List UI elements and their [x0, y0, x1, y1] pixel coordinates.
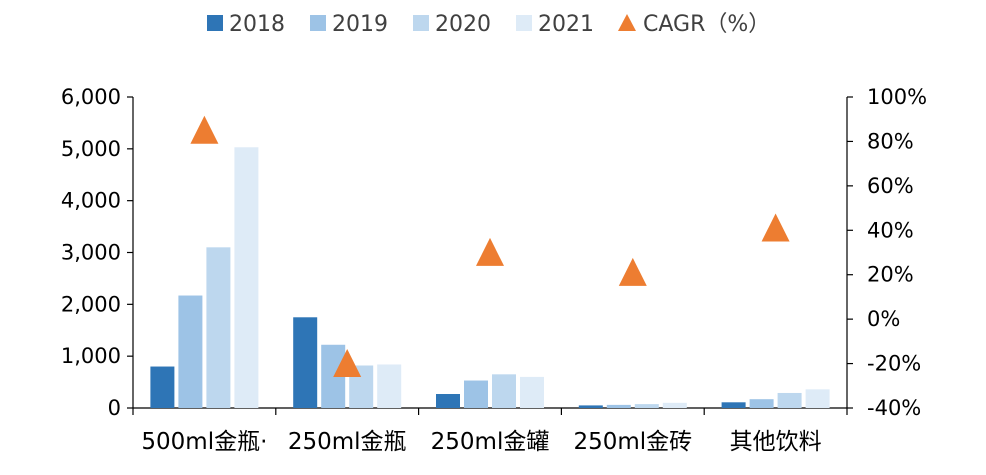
legend-swatch [516, 15, 532, 31]
bar [234, 147, 259, 409]
right-tick-label: 0% [867, 307, 900, 331]
x-tick-label: 500ml金瓶· [141, 429, 267, 455]
cagr-marker [333, 348, 362, 377]
bar [721, 402, 746, 408]
left-tick-label: 1,000 [61, 344, 121, 368]
bar [805, 389, 830, 408]
legend-label: 2020 [435, 12, 491, 37]
bar [749, 399, 774, 408]
legend-swatch [207, 15, 223, 31]
left-tick-label: 2,000 [61, 292, 121, 316]
left-tick-label: 3,000 [61, 241, 121, 265]
bar [206, 247, 231, 408]
left-tick-label: 5,000 [61, 137, 121, 161]
legend-label: 2018 [229, 12, 285, 37]
right-tick-label: 20% [867, 263, 914, 287]
legend: 2018 2019 2020 2021 CAGR（%） [207, 12, 770, 37]
bar [777, 392, 802, 408]
bar [606, 404, 631, 408]
left-tick-label: 0 [108, 396, 121, 420]
legend-triangle-icon [618, 14, 636, 31]
left-y-axis: 0 1,000 2,000 3,000 4,000 5,000 6,000 [61, 85, 134, 420]
x-tick-label: 250ml金罐 [431, 429, 550, 455]
right-tick-label: -40% [867, 396, 921, 420]
cagr-marker [476, 237, 504, 266]
x-tick-label: 250ml金瓶 [288, 429, 407, 455]
cagr-marker [761, 213, 790, 242]
legend-label: CAGR（%） [643, 12, 770, 37]
right-y-axis: -40% -20% 0% 20% 40% 60% 80% 100% [846, 85, 927, 420]
cagr-marker [618, 257, 647, 286]
bar [178, 295, 203, 408]
bar [492, 374, 516, 408]
left-tick-label: 4,000 [61, 189, 121, 213]
bar [662, 402, 687, 408]
right-tick-label: 100% [867, 85, 927, 109]
cagr-marker [190, 115, 219, 144]
x-axis: 500ml金瓶· 250ml金瓶 250ml金罐 250ml金砖 其他饮料 [132, 407, 848, 455]
bar [578, 405, 603, 408]
right-tick-label: 60% [867, 174, 914, 198]
legend-label: 2021 [538, 12, 594, 37]
bar [377, 364, 402, 408]
bar [150, 366, 175, 408]
legend-label: 2019 [332, 12, 388, 37]
right-tick-label: 80% [867, 129, 914, 153]
bar [634, 404, 659, 408]
bar [293, 317, 318, 408]
cagr-markers [190, 115, 790, 377]
x-tick-label: 其他饮料 [730, 429, 822, 455]
left-tick-label: 6,000 [61, 85, 121, 109]
bars [150, 147, 830, 409]
bar [520, 376, 544, 408]
right-tick-label: -20% [867, 352, 921, 376]
legend-swatch [413, 15, 429, 31]
bar [464, 380, 488, 408]
legend-swatch [310, 15, 326, 31]
x-tick-label: 250ml金砖 [573, 429, 692, 455]
bar [436, 394, 460, 408]
right-tick-label: 40% [867, 218, 914, 242]
